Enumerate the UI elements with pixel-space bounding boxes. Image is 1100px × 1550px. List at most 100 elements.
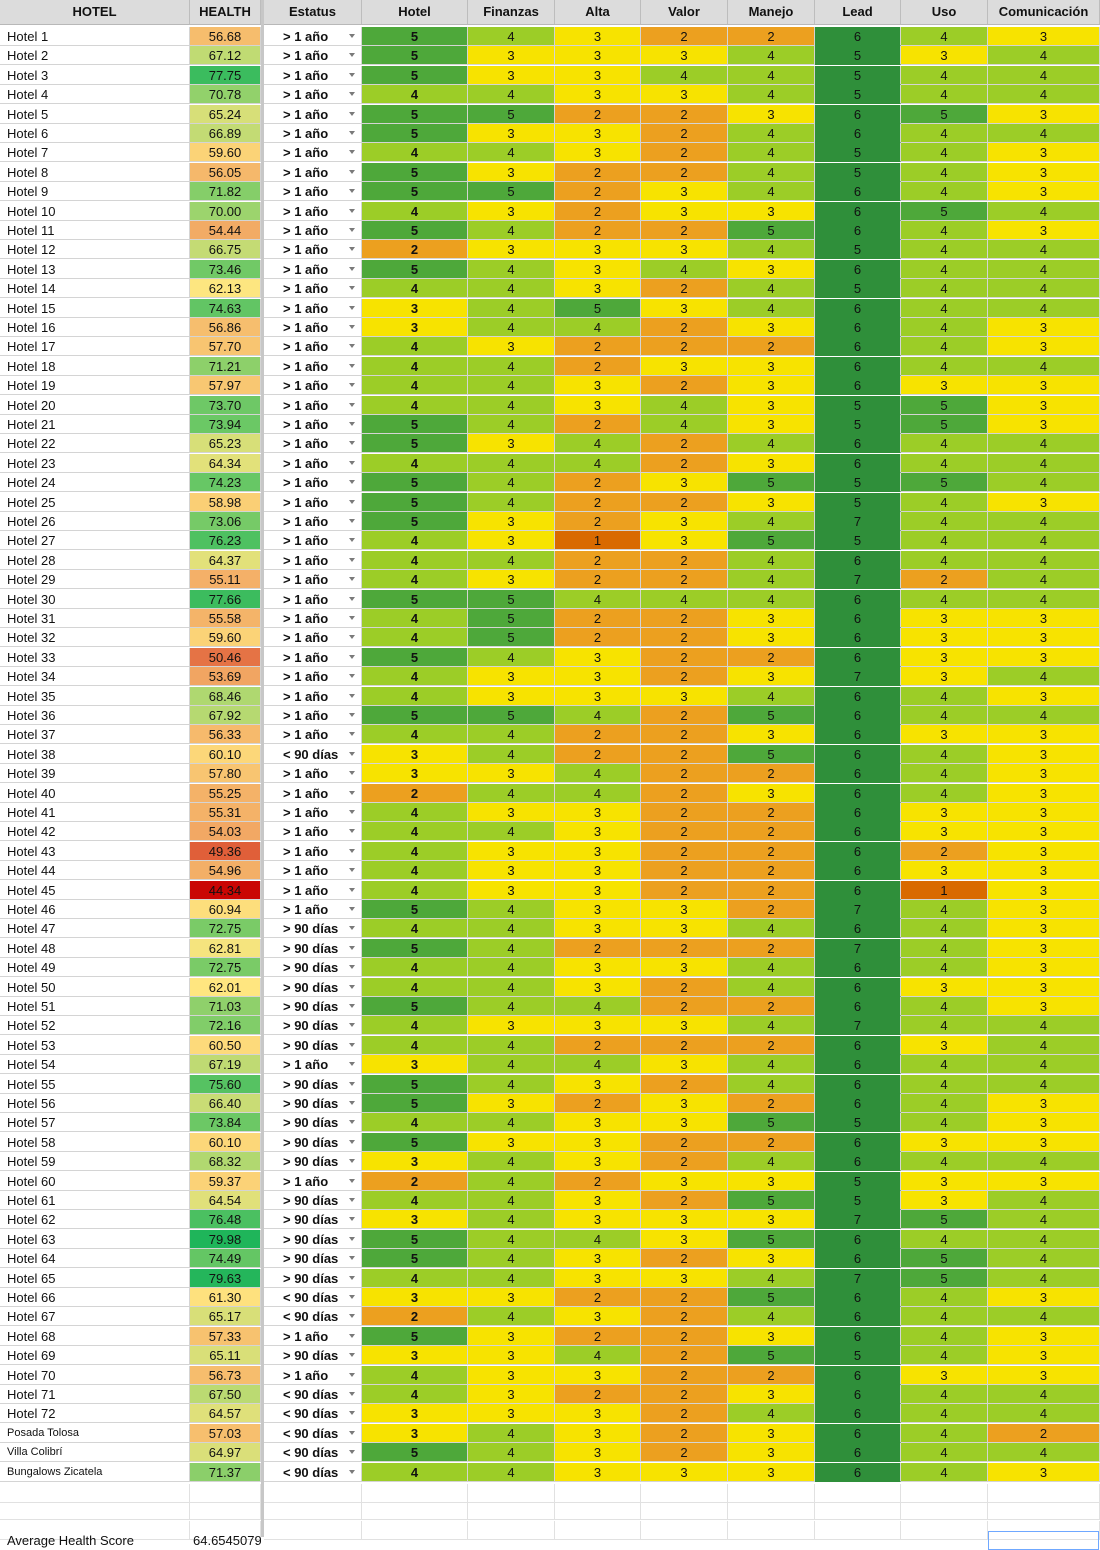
chevron-down-icon[interactable] bbox=[349, 771, 355, 776]
empty-cell[interactable] bbox=[468, 1501, 555, 1521]
col-uso-cell[interactable]: 4 bbox=[901, 1423, 988, 1443]
hotel-name-cell[interactable]: Hotel 5 bbox=[0, 104, 190, 124]
col-alta-cell[interactable]: 3 bbox=[555, 861, 641, 881]
col-manejo-cell[interactable]: 4 bbox=[728, 65, 815, 85]
hotel-name-cell[interactable]: Hotel 6 bbox=[0, 124, 190, 143]
col-finanzas-cell[interactable]: 4 bbox=[468, 1462, 555, 1482]
col-hotel-score-cell[interactable]: 4 bbox=[362, 880, 468, 900]
col-lead-cell[interactable]: 6 bbox=[815, 609, 901, 628]
col-manejo-cell[interactable]: 3 bbox=[728, 453, 815, 473]
status-dropdown[interactable]: > 1 año bbox=[264, 240, 362, 260]
col-comunicacion-cell[interactable]: 4 bbox=[988, 1229, 1100, 1249]
col-lead-cell[interactable]: 6 bbox=[815, 182, 901, 202]
col-manejo-cell[interactable]: 3 bbox=[728, 395, 815, 415]
col-hotel-score-cell[interactable]: 4 bbox=[362, 725, 468, 745]
col-manejo-cell[interactable]: 2 bbox=[728, 861, 815, 881]
col-valor-cell[interactable]: 2 bbox=[641, 1423, 728, 1443]
col-lead-cell[interactable]: 6 bbox=[815, 1326, 901, 1346]
col-comunicacion-cell[interactable]: 3 bbox=[988, 27, 1100, 46]
col-valor-cell[interactable]: 3 bbox=[641, 900, 728, 919]
col-finanzas-cell[interactable]: 4 bbox=[468, 1423, 555, 1443]
col-alta-cell[interactable]: 3 bbox=[555, 841, 641, 861]
col-valor-cell[interactable]: 3 bbox=[641, 1210, 728, 1230]
col-finanzas-cell[interactable]: 4 bbox=[468, 1074, 555, 1094]
col-comunicacion-cell[interactable]: 3 bbox=[988, 337, 1100, 357]
col-alta-cell[interactable]: 3 bbox=[555, 1423, 641, 1443]
hotel-name-cell[interactable]: Hotel 3 bbox=[0, 65, 190, 85]
hotel-name-cell[interactable]: Hotel 1 bbox=[0, 27, 190, 46]
col-manejo-cell[interactable]: 2 bbox=[728, 880, 815, 900]
health-score-cell[interactable]: 71.37 bbox=[190, 1462, 261, 1482]
col-alta-cell[interactable]: 3 bbox=[555, 124, 641, 143]
chevron-down-icon[interactable] bbox=[349, 1256, 355, 1261]
col-finanzas-cell[interactable]: 4 bbox=[468, 1113, 555, 1133]
col-hotel-score-cell[interactable]: 4 bbox=[362, 861, 468, 881]
col-alta-cell[interactable]: 2 bbox=[555, 182, 641, 202]
col-comunicacion-cell[interactable]: 3 bbox=[988, 162, 1100, 182]
col-lead-cell[interactable]: 7 bbox=[815, 1016, 901, 1036]
col-uso-cell[interactable]: 5 bbox=[901, 415, 988, 434]
status-dropdown[interactable]: > 1 año bbox=[264, 376, 362, 396]
hotel-name-cell[interactable]: Hotel 58 bbox=[0, 1132, 190, 1152]
health-score-cell[interactable]: 57.97 bbox=[190, 376, 261, 396]
col-lead-cell[interactable]: 6 bbox=[815, 977, 901, 997]
col-lead-cell[interactable]: 6 bbox=[815, 764, 901, 784]
empty-cell[interactable] bbox=[901, 1501, 988, 1521]
col-alta-cell[interactable]: 3 bbox=[555, 1132, 641, 1152]
col-alta-cell[interactable]: 3 bbox=[555, 1210, 641, 1230]
status-dropdown[interactable]: < 90 días bbox=[264, 1307, 362, 1327]
col-hotel-score-cell[interactable]: 3 bbox=[362, 1210, 468, 1230]
status-dropdown[interactable]: > 1 año bbox=[264, 609, 362, 628]
col-manejo-cell[interactable]: 3 bbox=[728, 667, 815, 687]
col-finanzas-cell[interactable]: 3 bbox=[468, 46, 555, 66]
col-alta-cell[interactable]: 3 bbox=[555, 259, 641, 279]
col-comunicacion-cell[interactable]: 3 bbox=[988, 861, 1100, 881]
col-manejo-cell[interactable]: 4 bbox=[728, 919, 815, 939]
col-finanzas-cell[interactable]: 4 bbox=[468, 900, 555, 919]
status-dropdown[interactable]: > 1 año bbox=[264, 162, 362, 182]
col-lead-cell[interactable]: 6 bbox=[815, 259, 901, 279]
col-comunicacion-cell[interactable]: 4 bbox=[988, 512, 1100, 531]
status-dropdown[interactable]: > 1 año bbox=[264, 841, 362, 861]
status-dropdown[interactable]: > 90 días bbox=[264, 1210, 362, 1230]
col-finanzas-cell[interactable]: 4 bbox=[468, 938, 555, 958]
col-valor-cell[interactable]: 3 bbox=[641, 1016, 728, 1036]
col-manejo-cell[interactable]: 5 bbox=[728, 1288, 815, 1307]
col-manejo-cell[interactable]: 4 bbox=[728, 1268, 815, 1288]
col-hotel-score-cell[interactable]: 4 bbox=[362, 376, 468, 396]
col-comunicacion-cell[interactable]: 3 bbox=[988, 1365, 1100, 1385]
col-hotel-score-cell[interactable]: 5 bbox=[362, 182, 468, 202]
col-alta-cell[interactable]: 2 bbox=[555, 744, 641, 764]
status-dropdown[interactable]: > 1 año bbox=[264, 725, 362, 745]
col-finanzas-cell[interactable]: 4 bbox=[468, 1307, 555, 1327]
col-alta-cell[interactable]: 3 bbox=[555, 1443, 641, 1463]
col-alta-cell[interactable]: 3 bbox=[555, 376, 641, 396]
col-lead-cell[interactable]: 6 bbox=[815, 861, 901, 881]
col-lead-cell[interactable]: 6 bbox=[815, 725, 901, 745]
chevron-down-icon[interactable] bbox=[349, 34, 355, 38]
status-dropdown[interactable]: > 1 año bbox=[264, 647, 362, 667]
col-finanzas-cell[interactable]: 4 bbox=[468, 1055, 555, 1075]
col-valor-cell[interactable]: 3 bbox=[641, 201, 728, 221]
chevron-down-icon[interactable] bbox=[349, 635, 355, 640]
health-score-cell[interactable]: 50.46 bbox=[190, 647, 261, 667]
chevron-down-icon[interactable] bbox=[349, 441, 355, 446]
col-finanzas-cell[interactable]: 3 bbox=[468, 434, 555, 454]
status-dropdown[interactable]: > 1 año bbox=[264, 783, 362, 803]
col-finanzas-cell[interactable]: 4 bbox=[468, 647, 555, 667]
col-comunicacion-cell[interactable]: 3 bbox=[988, 803, 1100, 822]
hotel-name-cell[interactable]: Hotel 55 bbox=[0, 1074, 190, 1094]
col-valor-cell[interactable]: 2 bbox=[641, 1385, 728, 1404]
col-alta-cell[interactable]: 4 bbox=[555, 1229, 641, 1249]
chevron-down-icon[interactable] bbox=[349, 751, 355, 756]
health-score-cell[interactable]: 64.54 bbox=[190, 1191, 261, 1210]
col-comunicacion-cell[interactable]: 3 bbox=[988, 1462, 1100, 1482]
health-score-cell[interactable]: 58.98 bbox=[190, 492, 261, 512]
col-hotel-score-cell[interactable]: 5 bbox=[362, 259, 468, 279]
col-uso-cell[interactable]: 4 bbox=[901, 221, 988, 240]
hotel-name-cell[interactable]: Posada Tolosa bbox=[0, 1423, 190, 1443]
chevron-down-icon[interactable] bbox=[349, 1275, 355, 1280]
col-manejo-cell[interactable]: 5 bbox=[728, 706, 815, 725]
col-uso-cell[interactable]: 3 bbox=[901, 647, 988, 667]
status-dropdown[interactable]: < 90 días bbox=[264, 1385, 362, 1404]
